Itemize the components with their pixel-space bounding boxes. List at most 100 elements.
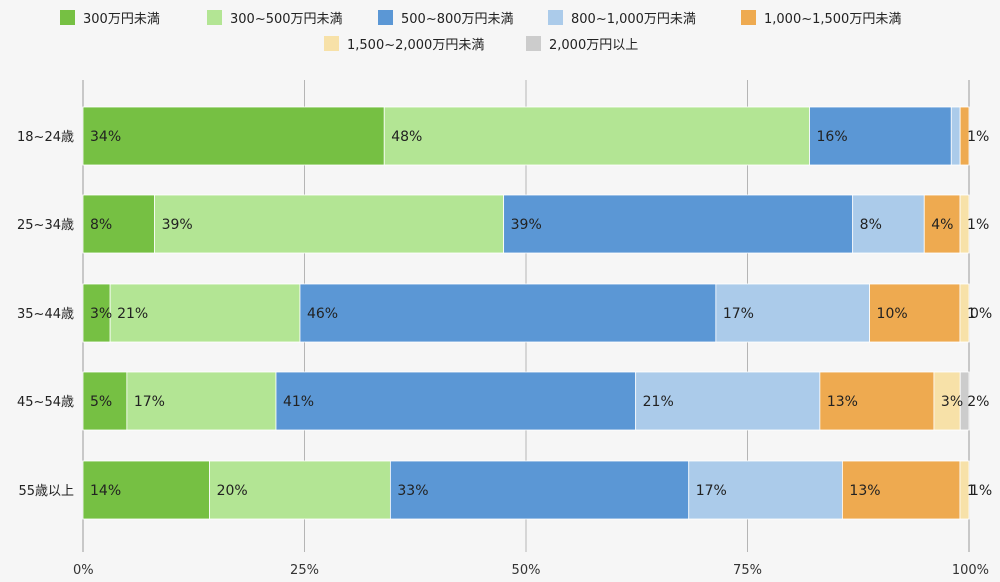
x-tick-label: 100% <box>952 563 989 578</box>
legend-label: 300万円未満 <box>83 12 160 27</box>
bar-segment <box>819 371 935 431</box>
category-label: 18~24歳 <box>17 130 74 145</box>
x-tick-label: 25% <box>290 563 319 578</box>
bar-segment <box>869 283 961 343</box>
bar-row <box>82 106 970 166</box>
data-label: 17% <box>696 483 727 499</box>
data-label: 13% <box>827 394 858 410</box>
data-label: 5% <box>90 394 112 410</box>
bar-segment <box>209 460 391 520</box>
bar-segment <box>82 371 128 431</box>
data-label: 1% <box>970 483 992 499</box>
bar-segment <box>959 194 970 254</box>
x-axis: 0% 25% 50% 75% 100% <box>73 563 989 578</box>
data-label: 2% <box>967 394 989 410</box>
legend-item: 800~1,000万円未満 <box>548 10 696 27</box>
data-label: 20% <box>217 483 248 499</box>
x-tick-label: 50% <box>512 563 541 578</box>
bar-row <box>82 283 970 343</box>
bar-segment <box>389 460 690 520</box>
bar-row <box>82 371 970 431</box>
bar-segment <box>959 106 970 166</box>
bar-segment <box>635 371 821 431</box>
data-label: 1 <box>967 483 976 499</box>
bar-row <box>82 460 970 520</box>
bar-segment <box>503 194 854 254</box>
bar-segment <box>950 106 961 166</box>
x-tick-label: 0% <box>73 563 94 578</box>
data-label: 46% <box>307 306 338 322</box>
data-label: 10% <box>877 306 908 322</box>
legend-swatch <box>741 10 756 25</box>
data-label: 39% <box>511 217 542 233</box>
bar-segment <box>959 371 970 431</box>
data-label: 13% <box>849 483 880 499</box>
bar-segment <box>923 194 961 254</box>
category-label: 25~34歳 <box>17 218 74 233</box>
bar-segment <box>959 283 970 343</box>
y-axis: 18~24歳 25~34歳 35~44歳 45~54歳 55歳以上 <box>17 130 74 499</box>
data-label: 8% <box>860 217 882 233</box>
category-label: 55歳以上 <box>18 484 74 499</box>
bar-segment <box>82 283 111 343</box>
legend-item: 2,000万円以上 <box>526 36 638 53</box>
bar-segment <box>154 194 505 254</box>
data-labels: 34% 48% 16% 1%8% 39% 39% 8% 4% 1%3% 21% 46% 17% 10% 1… <box>90 129 992 499</box>
legend-swatch <box>324 36 339 51</box>
data-label: 16% <box>817 129 848 145</box>
legend-item: 300万円未満 <box>60 10 160 27</box>
data-label: 4% <box>931 217 953 233</box>
bar-segment <box>299 283 717 343</box>
bar-row <box>82 194 970 254</box>
legend-label: 500~800万円未満 <box>401 12 514 27</box>
legend-label: 2,000万円以上 <box>549 38 638 53</box>
legend-swatch <box>60 10 75 25</box>
legend-item: 1,000~1,500万円未満 <box>741 10 901 27</box>
legend-swatch <box>378 10 393 25</box>
legend-item: 1,500~2,000万円未満 <box>324 36 484 53</box>
data-label: 33% <box>397 483 428 499</box>
legend-label: 800~1,000万円未満 <box>571 12 696 27</box>
bar-segment <box>126 371 277 431</box>
data-label: 17% <box>723 306 754 322</box>
legend-swatch <box>526 36 541 51</box>
data-label: 0% <box>970 306 992 322</box>
data-label: 3% <box>90 306 112 322</box>
legend-label: 1,500~2,000万円未満 <box>347 38 484 53</box>
legend-swatch <box>548 10 563 25</box>
data-label: 1% <box>967 129 989 145</box>
data-label: 17% <box>134 394 165 410</box>
data-label: 3% <box>941 394 963 410</box>
data-label: 34% <box>90 129 121 145</box>
bar-segment <box>109 283 301 343</box>
bar-segment <box>82 194 155 254</box>
data-label: 48% <box>391 129 422 145</box>
data-label: 21% <box>643 394 674 410</box>
legend-label: 300~500万円未満 <box>230 12 343 27</box>
legend: 300万円未満 300~500万円未満 500~800万円未満 800~1,000万円… <box>60 10 901 53</box>
bar-segment <box>959 460 970 520</box>
legend-item: 500~800万円未満 <box>378 10 514 27</box>
data-label: 41% <box>283 394 314 410</box>
bar-segment <box>842 460 961 520</box>
bar-segment <box>383 106 810 166</box>
legend-swatch <box>207 10 222 25</box>
bar-segment <box>688 460 843 520</box>
category-label: 45~54歳 <box>17 395 74 410</box>
bar-segment <box>715 283 870 343</box>
legend-label: 1,000~1,500万円未満 <box>764 12 901 27</box>
data-label: 14% <box>90 483 121 499</box>
legend-item: 300~500万円未満 <box>207 10 343 27</box>
data-label: 21% <box>117 306 148 322</box>
data-label: 8% <box>90 217 112 233</box>
bar-segment <box>82 106 385 166</box>
bars: 34% 48% 16% 1%8% 39% 39% 8% 4% 1%3% 21% 46% 17% 10% 1… <box>82 106 992 520</box>
x-tick-label: 75% <box>733 563 762 578</box>
data-label: 1% <box>967 217 989 233</box>
bar-segment <box>275 371 637 431</box>
data-label: 1 <box>967 306 976 322</box>
bar-segment <box>809 106 952 166</box>
category-label: 35~44歳 <box>17 307 74 322</box>
data-label: 39% <box>162 217 193 233</box>
